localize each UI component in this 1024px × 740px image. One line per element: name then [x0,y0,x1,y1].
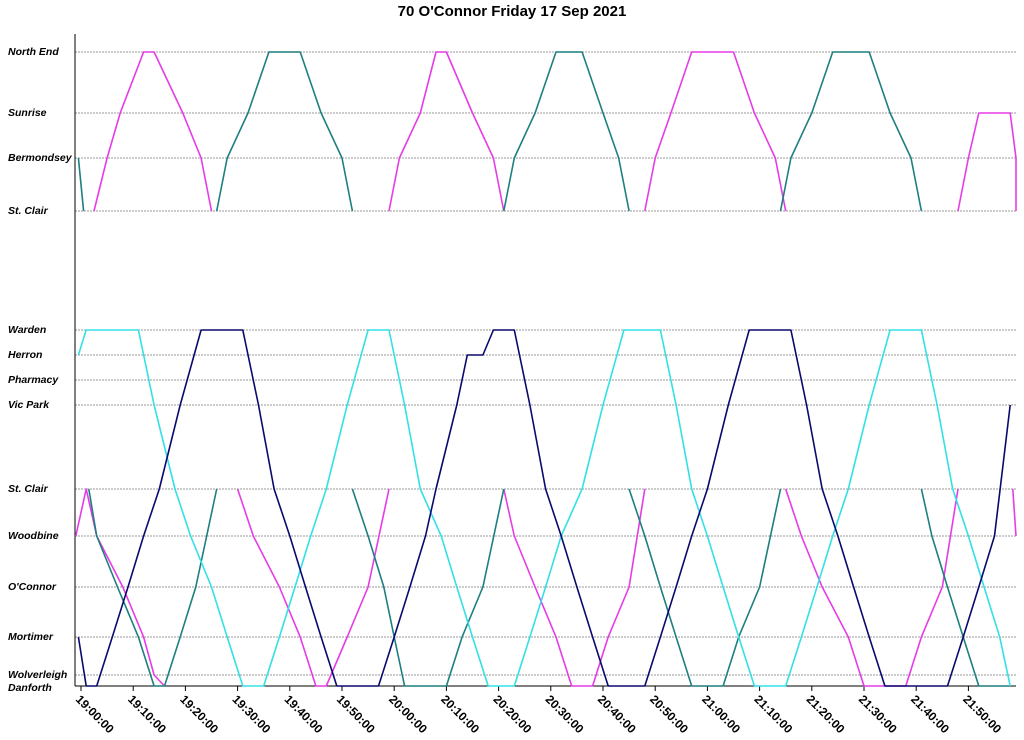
trip-line-teal [88,488,218,687]
stop-label: Woodbine [8,530,59,542]
trip-line-magenta [644,51,787,212]
stop-labels: North End Sunrise Bermondsey St. Clair Warde… [8,46,73,694]
trip-line-magenta [236,488,390,687]
x-tick-label: 21:00:00 [699,692,743,736]
x-tick-label: 19:20:00 [177,692,221,736]
chart-title: 70 O'Connor Friday 17 Sep 2021 [398,3,627,20]
bus-trips [75,51,1017,687]
stop-label: Danforth [8,682,52,694]
time-axis-ticks: 19:00:00 19:10:00 19:20:00 19:30:00 19:40:00… [73,686,1004,736]
stop-label: Pharmacy [8,374,59,386]
stop-gridlines [75,51,1016,676]
x-tick-label: 21:20:00 [804,692,848,736]
x-tick-label: 20:10:00 [438,692,482,736]
stop-label: North End [8,46,59,58]
stop-label: Vic Park [8,399,50,411]
x-tick-label: 20:30:00 [543,692,587,736]
stop-label: Herron [8,349,42,361]
trip-line-teal [351,488,505,687]
trip-line-magenta [1012,488,1017,537]
x-tick-label: 21:50:00 [960,692,1004,736]
trip-line-magenta [957,112,1017,212]
x-tick-label: 20:20:00 [490,692,534,736]
trip-line-magenta [503,488,646,687]
x-tick-label: 21:30:00 [856,692,900,736]
trip-line-magenta [784,488,959,687]
trip-line-teal [503,51,630,212]
trip-line-magenta [75,488,166,687]
trip-line-magenta [93,51,213,212]
stop-label: Warden [8,324,46,336]
x-tick-label: 21:10:00 [751,692,795,736]
trip-line-cyan [77,329,1011,687]
trip-line-navy [77,329,1011,687]
trip-line-teal [920,488,1011,687]
trip-line-magenta [388,51,505,212]
x-tick-label: 19:00:00 [73,692,117,736]
stop-label: St. Clair [8,483,49,495]
stop-label: St. Clair [8,205,49,217]
stop-label: O'Connor [8,581,57,593]
trip-line-teal [215,51,354,212]
trip-line-teal [77,157,85,212]
trip-line-teal [779,51,923,212]
stop-label: Sunrise [8,107,47,119]
trip-line-teal [628,488,782,687]
x-tick-label: 19:10:00 [125,692,169,736]
x-tick-label: 19:30:00 [229,692,273,736]
stop-label: Wolverleigh [8,669,67,681]
stop-label: Bermondsey [8,152,73,164]
x-tick-label: 19:40:00 [282,692,326,736]
x-tick-label: 20:40:00 [595,692,639,736]
x-tick-label: 19:50:00 [334,692,378,736]
x-tick-label: 21:40:00 [908,692,952,736]
x-tick-label: 20:00:00 [386,692,430,736]
x-tick-label: 20:50:00 [647,692,691,736]
stop-label: Mortimer [8,631,54,643]
